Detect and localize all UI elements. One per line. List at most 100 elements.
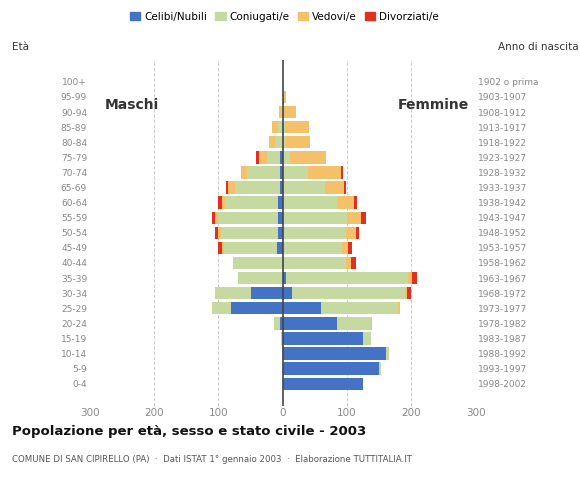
Bar bbox=[278, 227, 283, 239]
Bar bbox=[346, 227, 356, 239]
Bar bbox=[347, 212, 361, 224]
Bar bbox=[233, 257, 283, 269]
Bar bbox=[283, 227, 346, 239]
Bar bbox=[285, 121, 309, 133]
Bar bbox=[222, 242, 224, 254]
Bar bbox=[231, 302, 283, 314]
Bar bbox=[283, 136, 286, 148]
Bar bbox=[283, 151, 291, 164]
Bar bbox=[282, 348, 283, 360]
Bar bbox=[309, 166, 340, 179]
Bar bbox=[338, 317, 371, 330]
Bar bbox=[283, 106, 296, 118]
Bar bbox=[349, 242, 351, 254]
Text: Anno di nascita: Anno di nascita bbox=[498, 42, 579, 52]
Bar bbox=[386, 348, 389, 360]
Bar bbox=[283, 317, 338, 330]
Bar bbox=[283, 348, 386, 360]
Text: Età: Età bbox=[12, 42, 28, 52]
Bar bbox=[286, 272, 408, 284]
Bar bbox=[221, 227, 278, 239]
Bar bbox=[215, 227, 219, 239]
Bar bbox=[225, 196, 278, 209]
Bar bbox=[241, 166, 248, 179]
Bar bbox=[325, 181, 344, 194]
Bar bbox=[342, 242, 349, 254]
Bar bbox=[215, 287, 251, 300]
Bar bbox=[283, 302, 321, 314]
Bar bbox=[278, 212, 283, 224]
Text: Popolazione per età, sesso e stato civile - 2003: Popolazione per età, sesso e stato civil… bbox=[12, 425, 366, 438]
Bar bbox=[361, 212, 367, 224]
Bar bbox=[408, 272, 412, 284]
Bar bbox=[379, 362, 381, 375]
Text: Maschi: Maschi bbox=[104, 97, 159, 111]
Bar bbox=[277, 242, 283, 254]
Bar bbox=[283, 91, 286, 103]
Bar bbox=[226, 181, 228, 194]
Bar bbox=[273, 121, 278, 133]
Bar bbox=[283, 181, 325, 194]
Bar bbox=[363, 332, 371, 345]
Bar bbox=[283, 212, 347, 224]
Bar bbox=[234, 181, 280, 194]
Bar bbox=[275, 136, 283, 148]
Bar bbox=[219, 227, 221, 239]
Bar bbox=[280, 166, 283, 179]
Bar bbox=[281, 106, 283, 118]
Bar bbox=[405, 287, 408, 300]
Bar bbox=[238, 272, 283, 284]
Text: Femmine: Femmine bbox=[398, 97, 469, 111]
Bar bbox=[267, 151, 280, 164]
Bar bbox=[321, 302, 398, 314]
Bar bbox=[292, 287, 405, 300]
Legend: Celibi/Nubili, Coniugati/e, Vedovi/e, Divorziati/e: Celibi/Nubili, Coniugati/e, Vedovi/e, Di… bbox=[126, 8, 443, 26]
Bar bbox=[291, 151, 326, 164]
Bar bbox=[286, 136, 310, 148]
Bar bbox=[280, 181, 283, 194]
Bar bbox=[280, 151, 283, 164]
Bar bbox=[344, 181, 346, 194]
Bar bbox=[274, 317, 280, 330]
Text: COMUNE DI SAN CIPIRELLO (PA)  ·  Dati ISTAT 1° gennaio 2003  ·  Elaborazione TUT: COMUNE DI SAN CIPIRELLO (PA) · Dati ISTA… bbox=[12, 455, 411, 464]
Bar bbox=[219, 196, 222, 209]
Bar bbox=[371, 317, 372, 330]
Bar bbox=[338, 196, 354, 209]
Bar bbox=[219, 212, 278, 224]
Bar bbox=[279, 106, 281, 118]
Bar bbox=[398, 302, 400, 314]
Bar bbox=[281, 332, 283, 345]
Bar bbox=[212, 212, 215, 224]
Bar bbox=[283, 332, 363, 345]
Bar bbox=[251, 287, 283, 300]
Bar bbox=[224, 242, 277, 254]
Bar bbox=[248, 166, 280, 179]
Bar bbox=[278, 121, 283, 133]
Bar bbox=[340, 166, 343, 179]
Bar bbox=[351, 257, 356, 269]
Bar bbox=[283, 196, 338, 209]
Bar bbox=[283, 121, 285, 133]
Bar bbox=[283, 166, 309, 179]
Bar bbox=[346, 257, 351, 269]
Bar bbox=[408, 287, 411, 300]
Bar bbox=[215, 212, 219, 224]
Bar bbox=[278, 196, 283, 209]
Bar bbox=[259, 151, 267, 164]
Bar bbox=[219, 242, 222, 254]
Bar bbox=[228, 181, 234, 194]
Bar bbox=[280, 317, 283, 330]
Bar bbox=[283, 362, 379, 375]
Bar bbox=[212, 302, 231, 314]
Bar bbox=[222, 196, 225, 209]
Bar bbox=[256, 151, 259, 164]
Bar bbox=[283, 377, 363, 390]
Bar bbox=[283, 257, 346, 269]
Bar bbox=[354, 196, 357, 209]
Bar bbox=[283, 287, 292, 300]
Bar bbox=[412, 272, 417, 284]
Bar bbox=[269, 136, 275, 148]
Bar bbox=[356, 227, 359, 239]
Bar bbox=[283, 242, 342, 254]
Bar bbox=[283, 272, 286, 284]
